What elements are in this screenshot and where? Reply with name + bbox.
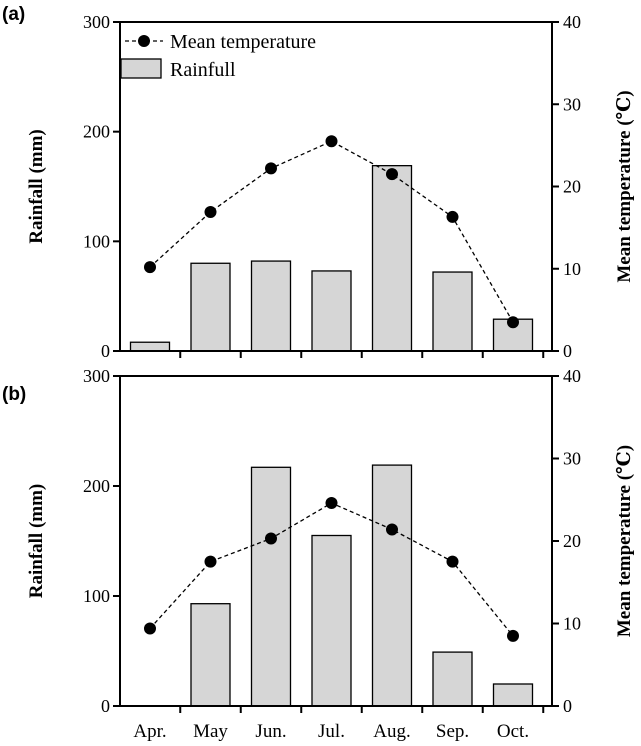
y-tick-label-right: 40 [563, 12, 581, 32]
y-tick-label-left: 200 [83, 122, 110, 142]
x-tick-label: Apr. [133, 721, 166, 742]
rainfall-bar [190, 262, 231, 352]
temperature-point [446, 210, 459, 223]
rainfall-bar [129, 341, 171, 352]
rainfall-bar [371, 165, 413, 352]
x-tick-label: May [193, 721, 228, 742]
chart-panel-a: (a) 0 100 200 300 0 10 20 30 40 Rainfall (mm) Mean … [2, 4, 635, 361]
y-tick-label-right: 20 [563, 531, 581, 551]
y-tick-label-left: 0 [101, 696, 110, 716]
y-axis-title-right: Mean temperature (℃) [614, 445, 635, 637]
y-tick-label-right: 0 [563, 341, 572, 361]
y-axis-title-left: Rainfall (mm) [26, 484, 47, 599]
temperature-point [325, 497, 338, 510]
legend-point-swatch [138, 35, 150, 47]
y-tick-label-left: 100 [83, 231, 110, 251]
temperature-point [144, 261, 156, 274]
temperature-point [507, 629, 519, 642]
rainfall-bar [371, 464, 413, 707]
temperature-point [204, 205, 217, 218]
y-tick-label-left: 0 [101, 341, 110, 361]
y-axis-title-left: Rainfall (mm) [26, 129, 47, 244]
y-tick-label-right: 30 [563, 449, 581, 469]
y-tick-label-left: 300 [83, 12, 110, 32]
legend: Mean temperature Rainfull [120, 31, 316, 81]
y-axis-title-right: Mean temperature (℃) [614, 90, 635, 282]
rainfall-bar [250, 466, 292, 707]
x-tick-label: Jul. [318, 721, 345, 742]
y-tick-label-right: 10 [563, 614, 581, 634]
x-tick-label: Oct. [497, 721, 529, 742]
temperature-point [325, 135, 338, 148]
rainfall-bar [311, 270, 352, 352]
y-tick-label-right: 40 [563, 366, 581, 386]
panel-label: (a) [2, 4, 25, 25]
y-tick-label-right: 0 [563, 696, 572, 716]
y-tick-label-right: 30 [563, 94, 581, 114]
y-tick-label-right: 20 [563, 177, 581, 197]
y-tick-label-left: 200 [83, 476, 110, 496]
rainfall-bar [432, 271, 473, 352]
rainfall-bar [250, 260, 292, 352]
y-tick-label-left: 300 [83, 366, 110, 386]
rainfall-bar [432, 651, 473, 707]
rainfall-bar [190, 603, 231, 707]
legend-bar-swatch [120, 58, 162, 79]
x-tick-label: Aug. [373, 721, 410, 742]
temperature-point [265, 162, 277, 175]
temperature-point [265, 532, 277, 545]
temperature-point [446, 555, 459, 568]
temperature-point [386, 168, 398, 181]
rainfall-bar [311, 534, 352, 707]
y-tick-label-left: 100 [83, 586, 110, 606]
temperature-point [144, 622, 156, 635]
panel-label: (b) [2, 384, 26, 405]
legend-label: Rainfull [170, 59, 236, 81]
chart-panel-b: (b) 0 100 200 300 0 10 20 30 40 Apr. May Jun. Jul. Aug… [2, 366, 635, 742]
rainfall-bar [492, 683, 534, 707]
y-tick-label-right: 10 [563, 259, 581, 279]
temperature-point [507, 316, 519, 329]
temperature-point [204, 555, 217, 568]
legend-label: Mean temperature [170, 31, 316, 53]
x-tick-label: Sep. [436, 721, 469, 742]
temperature-point [386, 523, 398, 536]
x-tick-label: Jun. [255, 721, 286, 742]
